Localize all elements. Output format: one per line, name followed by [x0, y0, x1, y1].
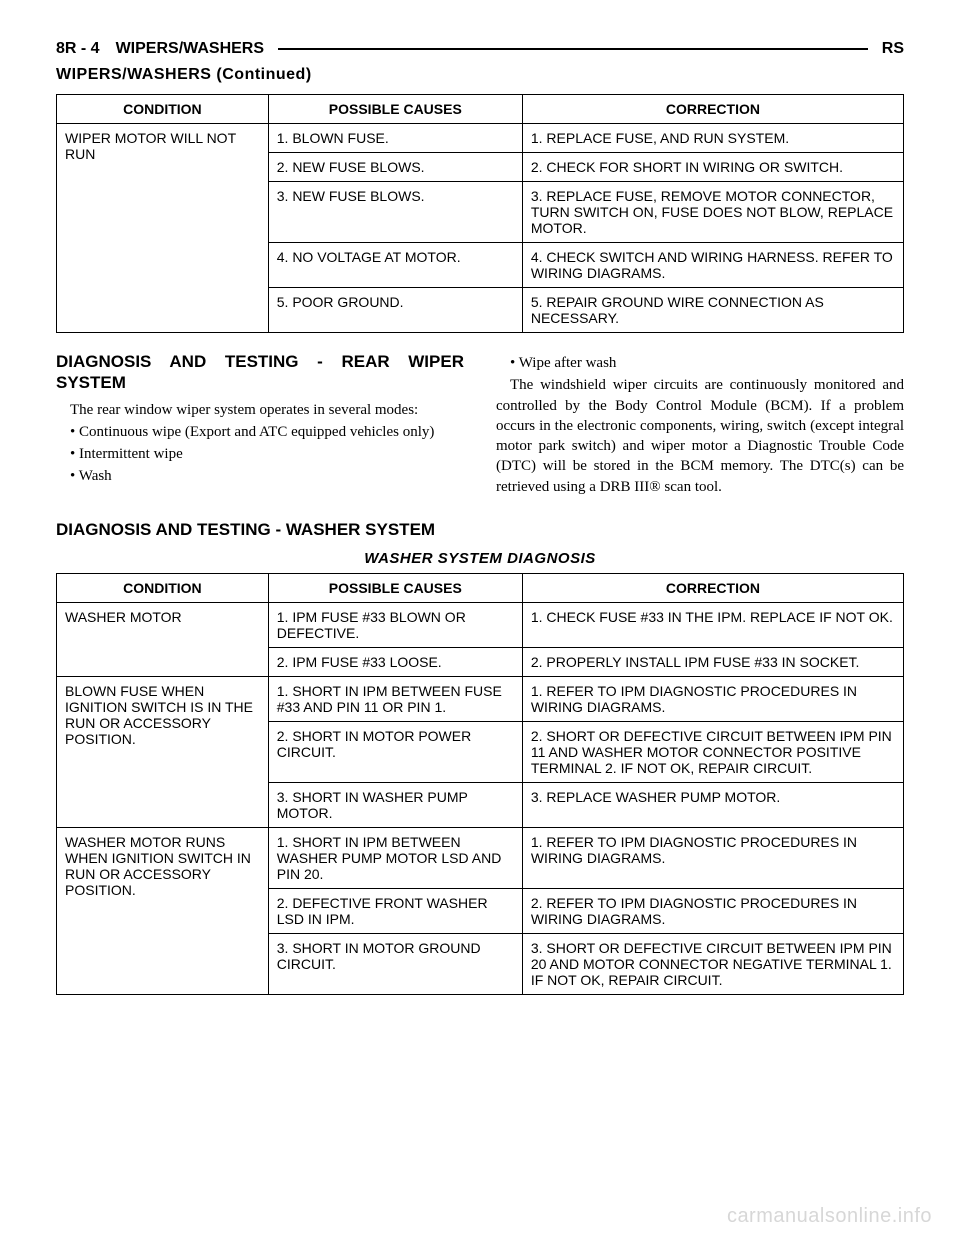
- header-right: RS: [874, 40, 904, 58]
- t2-g0-cause-0: 1. IPM FUSE #33 BLOWN OR DEFECTIVE.: [268, 603, 522, 648]
- t2-g2-cause-1: 2. DEFECTIVE FRONT WASHER LSD IN IPM.: [268, 889, 522, 934]
- t2-h-cause: POSSIBLE CAUSES: [268, 574, 522, 603]
- t2-g1-cause-2: 3. SHORT IN WASHER PUMP MOTOR.: [268, 783, 522, 828]
- right-column: Wipe after wash The windshield wiper cir…: [496, 351, 904, 497]
- watermark: carmanualsonline.info: [727, 1205, 932, 1228]
- right-para: The windshield wiper circuits are contin…: [496, 375, 904, 497]
- t1-h-cause: POSSIBLE CAUSES: [268, 95, 522, 124]
- t2-g1-cause-1: 2. SHORT IN MOTOR POWER CIRCUIT.: [268, 722, 522, 783]
- wiper-diagnosis-table: CONDITION POSSIBLE CAUSES CORRECTION WIP…: [56, 94, 904, 333]
- rear-wiper-bullets: Continuous wipe (Export and ATC equipped…: [56, 422, 464, 487]
- t2-g1-cause-0: 1. SHORT IN IPM BETWEEN FUSE #33 AND PIN…: [268, 677, 522, 722]
- page-header: 8R - 4 WIPERS/WASHERS RS: [56, 40, 904, 58]
- t2-g0-cause-1: 2. IPM FUSE #33 LOOSE.: [268, 648, 522, 677]
- t1-cause-4: 5. POOR GROUND.: [268, 288, 522, 333]
- washer-diagnosis-table: CONDITION POSSIBLE CAUSES CORRECTION WAS…: [56, 573, 904, 995]
- t2-g1-corr-1: 2. SHORT OR DEFECTIVE CIRCUIT BETWEEN IP…: [522, 722, 903, 783]
- t2-g2-corr-0: 1. REFER TO IPM DIAGNOSTIC PROCEDURES IN…: [522, 828, 903, 889]
- t1-cause-0: 1. BLOWN FUSE.: [268, 124, 522, 153]
- t2-g0-corr-1: 2. PROPERLY INSTALL IPM FUSE #33 IN SOCK…: [522, 648, 903, 677]
- right-bullet-list: Wipe after wash: [496, 353, 904, 373]
- t1-corr-3: 4. CHECK SWITCH AND WIRING HARNESS. REFE…: [522, 243, 903, 288]
- t2-g2-cause-2: 3. SHORT IN MOTOR GROUND CIRCUIT.: [268, 934, 522, 995]
- left-column: DIAGNOSIS AND TESTING - REAR WIPER SYSTE…: [56, 351, 464, 497]
- t1-corr-0: 1. REPLACE FUSE, AND RUN SYSTEM.: [522, 124, 903, 153]
- t2-g2-cond: WASHER MOTOR RUNS WHEN IGNITION SWITCH I…: [57, 828, 269, 995]
- t1-cause-1: 2. NEW FUSE BLOWS.: [268, 153, 522, 182]
- washer-system-heading: DIAGNOSIS AND TESTING - WASHER SYSTEM: [56, 519, 904, 540]
- t2-g1-cond: BLOWN FUSE WHEN IGNITION SWITCH IS IN TH…: [57, 677, 269, 828]
- t1-corr-1: 2. CHECK FOR SHORT IN WIRING OR SWITCH.: [522, 153, 903, 182]
- t2-g0-corr-0: 1. CHECK FUSE #33 IN THE IPM. REPLACE IF…: [522, 603, 903, 648]
- rear-wiper-intro: The rear window wiper system operates in…: [56, 400, 464, 420]
- body-columns: DIAGNOSIS AND TESTING - REAR WIPER SYSTE…: [56, 351, 904, 497]
- t2-g2-corr-2: 3. SHORT OR DEFECTIVE CIRCUIT BETWEEN IP…: [522, 934, 903, 995]
- bullet-2: Wash: [70, 466, 464, 486]
- t1-h-corr: CORRECTION: [522, 95, 903, 124]
- t1-condition: WIPER MOTOR WILL NOT RUN: [57, 124, 269, 333]
- bullet-1: Intermittent wipe: [70, 444, 464, 464]
- header-rule: [278, 48, 868, 50]
- rear-wiper-heading: DIAGNOSIS AND TESTING - REAR WIPER SYSTE…: [56, 351, 464, 394]
- t2-g2-cause-0: 1. SHORT IN IPM BETWEEN WASHER PUMP MOTO…: [268, 828, 522, 889]
- bullet-0: Continuous wipe (Export and ATC equipped…: [70, 422, 464, 442]
- t2-h-corr: CORRECTION: [522, 574, 903, 603]
- bullet-wipe-after: Wipe after wash: [510, 353, 904, 373]
- header-left: 8R - 4 WIPERS/WASHERS: [56, 40, 272, 58]
- t2-g1-corr-0: 1. REFER TO IPM DIAGNOSTIC PROCEDURES IN…: [522, 677, 903, 722]
- header-continued: WIPERS/WASHERS (Continued): [56, 66, 904, 84]
- t1-h-cond: CONDITION: [57, 95, 269, 124]
- t2-g1-corr-2: 3. REPLACE WASHER PUMP MOTOR.: [522, 783, 903, 828]
- t1-corr-2: 3. REPLACE FUSE, REMOVE MOTOR CONNECTOR,…: [522, 182, 903, 243]
- t1-cause-3: 4. NO VOLTAGE AT MOTOR.: [268, 243, 522, 288]
- t2-g2-corr-1: 2. REFER TO IPM DIAGNOSTIC PROCEDURES IN…: [522, 889, 903, 934]
- t2-g0-cond: WASHER MOTOR: [57, 603, 269, 677]
- washer-table-title: WASHER SYSTEM DIAGNOSIS: [56, 550, 904, 567]
- t1-cause-2: 3. NEW FUSE BLOWS.: [268, 182, 522, 243]
- t2-h-cond: CONDITION: [57, 574, 269, 603]
- t1-corr-4: 5. REPAIR GROUND WIRE CONNECTION AS NECE…: [522, 288, 903, 333]
